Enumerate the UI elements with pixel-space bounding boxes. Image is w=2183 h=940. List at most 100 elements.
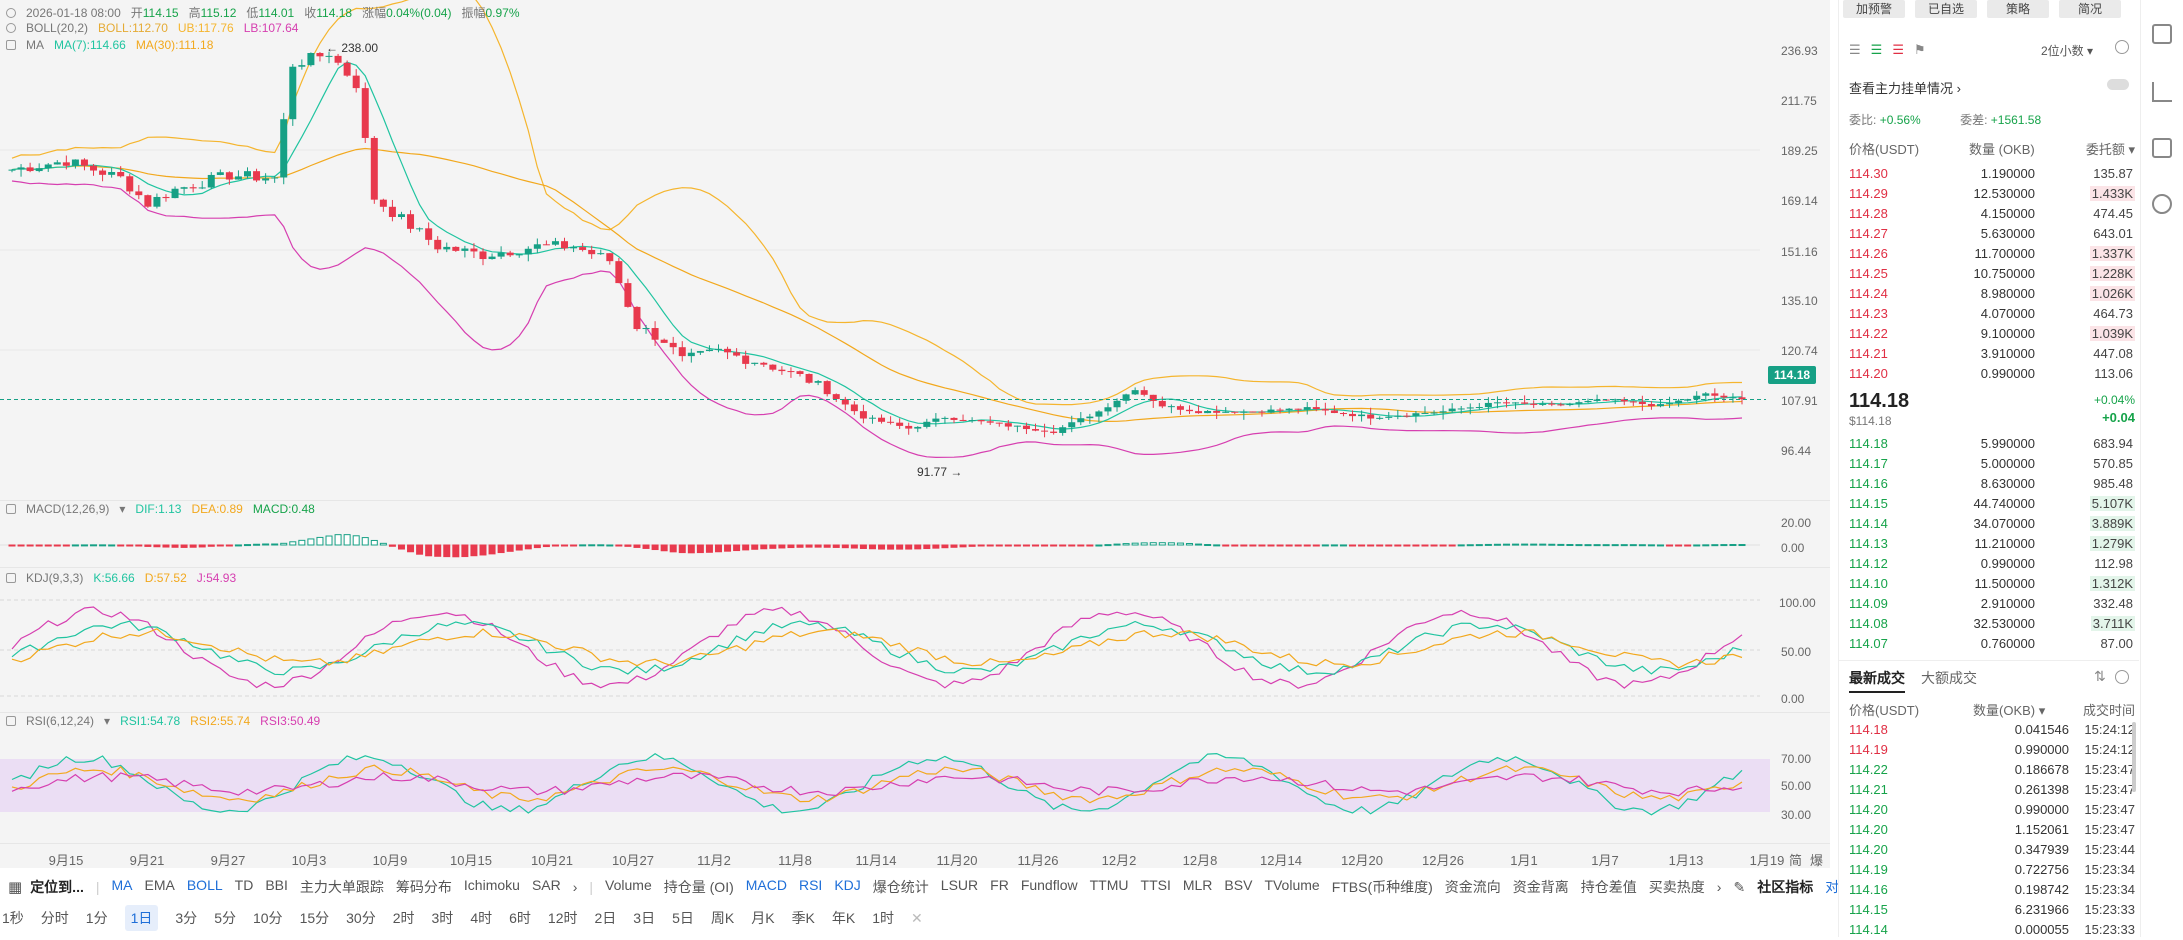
timeframe-item[interactable]: 6时 [509, 910, 531, 926]
close-icon[interactable]: ✕ [911, 909, 923, 926]
locate-button[interactable]: 定位到... [30, 879, 84, 895]
ask-row[interactable]: 114.22 9.100000 1.039K [1849, 324, 2135, 344]
both-sides-icon[interactable]: ☰ [1849, 42, 1861, 57]
sub-indicator-item[interactable]: 资金流向 [1444, 879, 1501, 895]
sub-indicator-item[interactable]: TVolume [1264, 877, 1320, 893]
bid-row[interactable]: 114.14 34.070000 3.889K [1849, 514, 2135, 534]
bell-icon[interactable] [6, 40, 16, 50]
timeframe-item[interactable]: 周K [710, 910, 735, 926]
sub-indicator-item[interactable]: 爆仓统计 [872, 879, 929, 895]
timeframe-item[interactable]: 3日 [633, 910, 656, 926]
edit-icon[interactable]: ✎ [1733, 878, 1746, 895]
flag-icon[interactable]: ⚑ [1913, 42, 1926, 57]
timeframe-item[interactable]: 15分 [299, 910, 330, 926]
filter-icon[interactable]: ⇅ [2094, 668, 2106, 684]
timeframe-item[interactable]: 年K [831, 910, 856, 926]
sub-indicator-item[interactable]: KDJ [834, 877, 861, 893]
timeframe-item[interactable]: 4时 [470, 910, 493, 926]
bell-icon[interactable] [6, 573, 16, 583]
timeframe-item[interactable]: 2日 [594, 910, 617, 926]
sub-indicator-item[interactable]: 买卖热度 [1648, 879, 1705, 895]
bell-icon[interactable] [6, 716, 16, 726]
trend-icon[interactable] [2152, 82, 2172, 102]
main-indicator-item[interactable]: 筹码分布 [395, 879, 452, 895]
pane-separator[interactable] [0, 567, 1830, 568]
timeframe-item[interactable]: 月K [751, 910, 775, 926]
timeframe-item[interactable]: 12时 [547, 910, 578, 926]
overview-button[interactable]: 简况 [2059, 0, 2121, 18]
ask-row[interactable]: 114.26 11.700000 1.337K [1849, 244, 2135, 264]
community-indicator-button[interactable]: 社区指标 [1757, 879, 1814, 895]
ma-name[interactable]: MA [26, 38, 44, 52]
bids-only-icon[interactable]: ☰ [1870, 42, 1883, 57]
sub-indicator-item[interactable]: TTMU [1089, 877, 1129, 893]
kline-chart[interactable] [0, 0, 1830, 868]
main-indicator-item[interactable]: Ichimoku [463, 877, 520, 893]
ask-row[interactable]: 114.24 8.980000 1.026K [1849, 284, 2135, 304]
rsi-name[interactable]: RSI(6,12,24) [26, 714, 95, 728]
trades-col-qty[interactable]: 数量(OKB) ▾ [1973, 703, 2046, 718]
ask-row[interactable]: 114.29 12.530000 1.433K [1849, 184, 2135, 204]
timeframe-item[interactable]: 3分 [175, 910, 198, 926]
bid-row[interactable]: 114.12 0.990000 112.98 [1849, 554, 2135, 574]
ask-row[interactable]: 114.28 4.150000 474.45 [1849, 204, 2135, 224]
bid-row[interactable]: 114.17 5.000000 570.85 [1849, 454, 2135, 474]
pane-separator[interactable] [0, 712, 1830, 713]
timeframe-item[interactable]: 分时 [40, 910, 69, 926]
sub-indicator-item[interactable]: LSUR [940, 877, 979, 893]
timeframe-item[interactable]: 30分 [346, 910, 376, 926]
sub-indicator-item[interactable]: MACD [745, 877, 787, 893]
timeframe-item[interactable]: 1时 [872, 910, 895, 926]
ask-row[interactable]: 114.23 4.070000 464.73 [1849, 304, 2135, 324]
timeframe-item[interactable]: 1日 [124, 905, 159, 931]
timeframe-item[interactable]: 2时 [392, 910, 415, 926]
sub-indicator-item[interactable]: Volume [605, 877, 652, 893]
trades-scrollbar[interactable] [2132, 722, 2136, 792]
alert-button[interactable]: 加预警 [1843, 0, 1905, 18]
chevron-down-icon[interactable]: ▾ [104, 714, 111, 728]
bid-row[interactable]: 114.07 0.760000 87.00 [1849, 634, 2135, 654]
tab-large-trades[interactable]: 大额成交 [1921, 670, 1977, 686]
settings-icon[interactable] [2115, 40, 2129, 54]
sub-indicator-item[interactable]: FR [990, 877, 1009, 893]
boll-toggle-icon[interactable] [6, 23, 16, 33]
sub-indicator-item[interactable]: TTSI [1140, 877, 1171, 893]
bid-row[interactable]: 114.15 44.740000 5.107K [1849, 494, 2135, 514]
chevron-right-icon[interactable]: › [1716, 879, 1722, 895]
strategy-button[interactable]: 策略 [1987, 0, 2049, 18]
chart-icon[interactable] [2152, 138, 2172, 158]
refresh-icon[interactable] [2152, 194, 2172, 214]
ask-row[interactable]: 114.27 5.630000 643.01 [1849, 224, 2135, 244]
decimals-select[interactable]: 2位小数 ▾ [2041, 44, 2094, 58]
sub-indicator-item[interactable]: 资金背离 [1512, 879, 1569, 895]
sub-indicator-item[interactable]: 持仓差值 [1580, 879, 1637, 895]
boll-name[interactable]: BOLL(20,2) [26, 21, 89, 35]
pane-separator[interactable] [0, 843, 1830, 844]
pane-separator[interactable] [0, 500, 1830, 501]
main-indicator-item[interactable]: BBI [265, 877, 288, 893]
ask-row[interactable]: 114.21 3.910000 447.08 [1849, 344, 2135, 364]
main-indicator-item[interactable]: EMA [144, 877, 175, 893]
export-icon[interactable] [2152, 24, 2172, 44]
col-total[interactable]: 委托额 ▾ [2085, 142, 2135, 157]
main-indicator-item[interactable]: TD [234, 877, 254, 893]
ask-row[interactable]: 114.25 10.750000 1.228K [1849, 264, 2135, 284]
macd-name[interactable]: MACD(12,26,9) [26, 502, 110, 516]
calendar-icon[interactable]: ▦ [8, 879, 23, 896]
bid-row[interactable]: 114.18 5.990000 683.94 [1849, 434, 2135, 454]
sub-indicator-item[interactable]: 持仓量 (OI) [663, 879, 734, 895]
depth-toggle-switch[interactable] [2107, 79, 2129, 90]
timeframe-item[interactable]: 3时 [431, 910, 454, 926]
sub-indicator-item[interactable]: BSV [1224, 877, 1253, 893]
bell-icon[interactable] [6, 504, 16, 514]
kdj-name[interactable]: KDJ(9,3,3) [26, 571, 84, 585]
asks-only-icon[interactable]: ☰ [1892, 42, 1904, 57]
sub-indicator-item[interactable]: MLR [1182, 877, 1213, 893]
main-indicator-item[interactable]: 主力大单跟踪 [299, 879, 384, 895]
timeframe-item[interactable]: 1秒 [2, 910, 24, 926]
chevron-right-icon[interactable]: › [572, 879, 578, 895]
tab-latest-trades[interactable]: 最新成交 [1849, 668, 1905, 693]
ask-row[interactable]: 114.20 0.990000 113.06 [1849, 364, 2135, 384]
chart-area[interactable]: 2026-01-18 08:00 开114.15 高115.12 低114.01… [0, 0, 1830, 868]
chevron-down-icon[interactable]: ▾ [119, 502, 126, 516]
